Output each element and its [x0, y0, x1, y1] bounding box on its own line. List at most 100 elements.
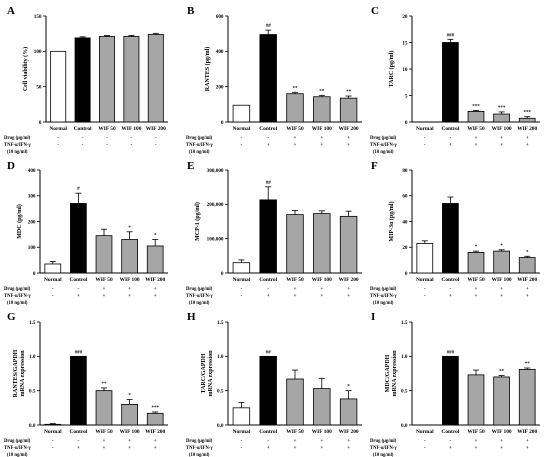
- y-tick-label: 200: [28, 219, 36, 225]
- x-category-label: Control: [74, 126, 92, 132]
- bar: [442, 355, 459, 426]
- x-category-label: WIF 100: [492, 126, 512, 132]
- significance-mark: *: [154, 234, 157, 239]
- tnf-row-sign: +: [347, 293, 350, 299]
- tnf-row-sign: +: [475, 445, 478, 451]
- drug-row-sign: +: [500, 438, 503, 444]
- tnf-row-sign: +: [128, 445, 131, 451]
- drug-row-sign: +: [320, 438, 323, 444]
- y-tick-label: 50: [36, 84, 42, 90]
- tnf-row-sign: +: [77, 445, 80, 451]
- drug-row-sign: +: [500, 135, 503, 141]
- row-label-drug: Drug (μg/ml): [186, 136, 213, 141]
- bar: [99, 36, 115, 123]
- drug-row-sign: +: [475, 438, 478, 444]
- drug-row-sign: +: [128, 286, 131, 292]
- x-category-label: Normal: [416, 126, 434, 132]
- x-category-label: Control: [441, 277, 459, 283]
- row-label-tnf: TNF-α/IFN-γ: [4, 143, 31, 148]
- bar: [518, 117, 536, 123]
- bar: [146, 245, 164, 274]
- tnf-row-sign: +: [128, 293, 131, 299]
- tnf-row-sign: +: [500, 293, 503, 299]
- significance-mark: ###: [75, 350, 83, 355]
- drug-row-sign: -: [241, 286, 243, 292]
- row-label-tnf: TNF-α/IFN-γ: [186, 143, 213, 148]
- x-category-label: WIF 200: [339, 277, 359, 283]
- tnf-row-sign: +: [294, 445, 297, 451]
- bar: [286, 378, 304, 426]
- tnf-row-sign: +: [320, 142, 323, 148]
- drug-row-sign: -: [267, 286, 269, 292]
- tnf-row-sign: -: [106, 142, 108, 148]
- y-tick-label: 0: [405, 120, 408, 126]
- x-category-label: Control: [259, 277, 277, 283]
- panel-label: G: [7, 311, 16, 323]
- drug-row-sign: +: [475, 135, 478, 141]
- tnf-row-sign: +: [267, 293, 270, 299]
- tnf-row-sign: +: [154, 445, 157, 451]
- x-category-label: WIF 100: [492, 277, 512, 283]
- row-label-drug: Drug (μg/ml): [186, 287, 213, 292]
- drug-row-sign: +: [128, 438, 131, 444]
- drug-row-sign: -: [82, 135, 84, 141]
- y-tick-label: 0.5: [401, 388, 408, 394]
- x-category-label: WIF 50: [286, 277, 304, 283]
- bar: [95, 235, 113, 274]
- row-label-dose: (10 ng/ml): [373, 150, 394, 155]
- y-tick-label: 1.5: [401, 320, 408, 326]
- bar: [44, 423, 62, 426]
- row-label-drug: Drug (μg/ml): [4, 136, 31, 141]
- significance-mark: **: [293, 86, 299, 91]
- panel-label: D: [7, 160, 15, 172]
- bar: [493, 376, 510, 426]
- panel-label: F: [371, 160, 378, 172]
- drug-row-sign: -: [155, 135, 157, 141]
- row-label-tnf: TNF-α/IFN-γ: [186, 294, 213, 299]
- tnf-row-sign: +: [347, 142, 350, 148]
- y-tick-label: 0.5: [29, 388, 36, 394]
- bar: [493, 113, 510, 123]
- y-axis-label: MDC/GAPDH: [385, 354, 391, 392]
- y-tick-label: 0: [39, 120, 42, 126]
- row-label-dose: (10 ng/ml): [189, 453, 210, 457]
- drug-row-sign: -: [424, 438, 426, 444]
- bar: [416, 242, 434, 274]
- row-label-tnf: TNF-α/IFN-γ: [4, 294, 31, 299]
- bar: [147, 33, 164, 123]
- bar: [259, 34, 277, 123]
- drug-row-sign: +: [526, 135, 529, 141]
- bar: [121, 403, 138, 426]
- x-category-label: WIF 50: [286, 126, 304, 132]
- row-label-dose: (10 ng/ml): [7, 150, 28, 155]
- tnf-row-sign: -: [131, 142, 133, 148]
- drug-row-sign: +: [347, 286, 350, 292]
- x-category-label: Normal: [233, 126, 251, 132]
- y-tick-label: 40: [402, 219, 408, 225]
- significance-mark: ###: [447, 33, 455, 38]
- tnf-row-sign: +: [475, 142, 478, 148]
- y-tick-label: 0: [33, 271, 36, 277]
- bar: [232, 104, 251, 123]
- y-axis-label: Cell viability (%): [22, 47, 29, 91]
- y-axis-label: mRNA expression: [392, 350, 398, 397]
- tnf-row-sign: -: [52, 293, 54, 299]
- panel-h: H 0.0 0.5 1.0 1.5 TARC/GAPDH mRNA expression No…: [186, 311, 362, 457]
- drug-row-sign: -: [241, 438, 243, 444]
- bar: [286, 93, 304, 123]
- x-category-label: WIF 100: [121, 126, 141, 132]
- row-label-drug: Drug (μg/ml): [4, 439, 31, 444]
- bar: [121, 239, 138, 274]
- y-tick-label: 400: [28, 168, 36, 174]
- drug-row-sign: +: [475, 286, 478, 292]
- y-axis-label: mRNA expression: [208, 350, 214, 397]
- y-tick-label: 0.0: [29, 423, 36, 429]
- y-tick-label: 0.5: [217, 388, 224, 394]
- y-axis-label: MCP-1 (pg/ml): [194, 202, 201, 241]
- y-tick-label: 15: [402, 40, 408, 46]
- x-category-label: WIF 200: [517, 429, 537, 435]
- significance-mark: *: [475, 245, 478, 250]
- tnf-row-sign: -: [52, 445, 54, 451]
- tnf-row-sign: +: [77, 293, 80, 299]
